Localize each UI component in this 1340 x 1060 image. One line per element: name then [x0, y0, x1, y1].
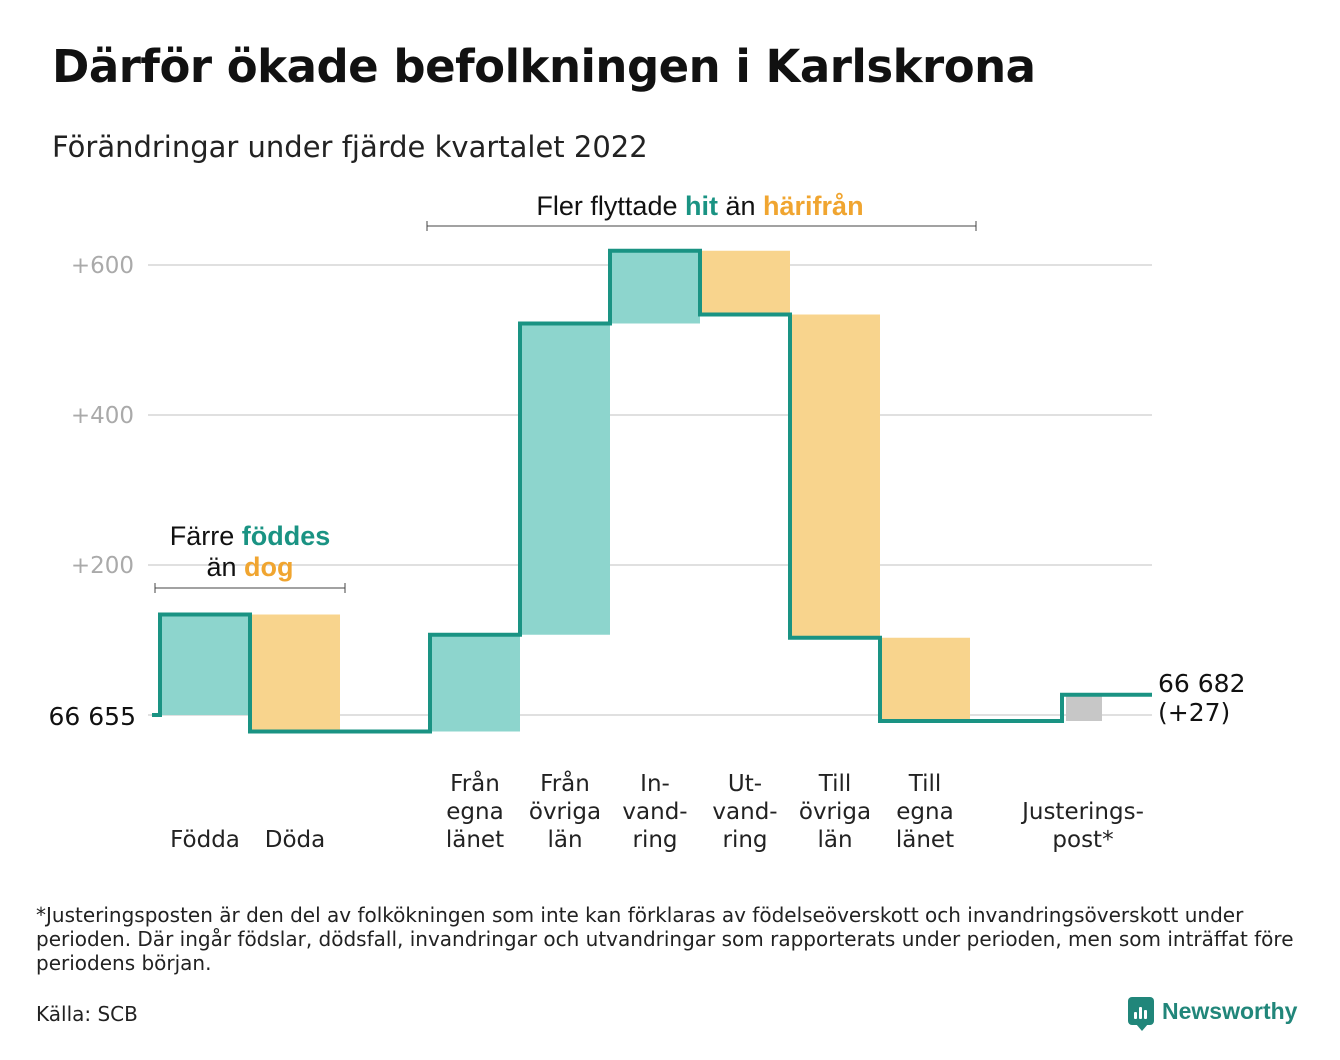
- category-label: egna: [446, 799, 503, 825]
- annotation-natural-line1: Färre föddes: [170, 521, 331, 551]
- category-label: In-: [640, 771, 670, 797]
- y-tick-label: +400: [71, 403, 134, 429]
- bar-outflow: [790, 314, 880, 638]
- category-label: egna: [896, 799, 953, 825]
- category-label: Döda: [265, 827, 325, 853]
- category-label: län: [817, 827, 852, 853]
- footnote: *Justeringsposten är den del av folkökni…: [36, 903, 1294, 975]
- category-label: övriga: [799, 799, 871, 825]
- category-label: Till: [818, 771, 852, 797]
- category-label: län: [547, 827, 582, 853]
- category-label: Från: [450, 769, 500, 797]
- end-value-label: 66 682: [1158, 669, 1245, 698]
- category-label: Från: [540, 769, 590, 797]
- category-label: länet: [446, 827, 504, 853]
- source-note: Källa: SCB: [36, 1002, 138, 1026]
- y-tick-label: +600: [71, 253, 134, 279]
- category-label: vand-: [622, 799, 687, 825]
- cumulative-step-line: [152, 248, 1152, 734]
- bar-outflow: [250, 614, 340, 732]
- start-value-label: 66 655: [49, 702, 136, 731]
- category-label: övriga: [529, 799, 601, 825]
- annotation-natural-line2: än dog: [206, 552, 293, 582]
- waterfall-chart: +200 +400 +600 66 655 66 682(+27) Födda Döda Fr…: [49, 191, 1246, 853]
- annotation-migration: Fler flyttade hit än härifrån: [536, 191, 863, 221]
- newsworthy-logo-icon: [1128, 997, 1154, 1031]
- category-label: Ut-: [728, 771, 762, 797]
- category-label: post*: [1052, 827, 1113, 853]
- category-label: ring: [632, 827, 677, 853]
- brand-name: Newsworthy: [1162, 997, 1298, 1024]
- bar-adjustment: [1066, 694, 1102, 721]
- bar-inflow: [520, 323, 610, 635]
- bar-inflow: [430, 634, 520, 732]
- brand-logo: Newsworthy: [1128, 997, 1298, 1031]
- category-label: ring: [722, 827, 767, 853]
- category-label: Till: [908, 771, 942, 797]
- bar-inflow: [160, 614, 250, 715]
- bar-outflow: [700, 250, 790, 315]
- category-label: Födda: [170, 827, 240, 853]
- category-label: vand-: [712, 799, 777, 825]
- bar-outflow: [880, 637, 970, 721]
- end-change-label: (+27): [1158, 698, 1230, 727]
- category-label: länet: [896, 827, 954, 853]
- bar-inflow: [610, 250, 700, 324]
- category-label: Justerings-: [1020, 799, 1144, 825]
- y-tick-label: +200: [71, 553, 134, 579]
- chart-subtitle: Förändringar under fjärde kvartalet 2022: [52, 130, 648, 164]
- chart-title: Därför ökade befolkningen i Karlskrona: [52, 40, 1036, 93]
